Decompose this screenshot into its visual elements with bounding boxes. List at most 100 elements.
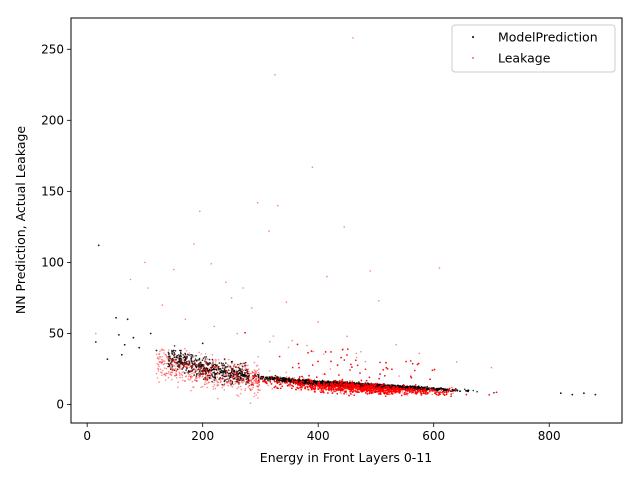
model-prediction-point [383, 383, 386, 385]
model-prediction-point [222, 373, 225, 375]
leakage-point [355, 356, 358, 359]
leakage-point [345, 393, 348, 395]
model-prediction-point [199, 365, 201, 368]
model-prediction-point [264, 376, 267, 379]
leakage-point [267, 384, 269, 387]
model-prediction-point [222, 367, 224, 369]
model-prediction-point [190, 356, 192, 358]
model-prediction-point [493, 392, 495, 394]
plot-points [94, 37, 597, 405]
leakage-point [318, 390, 321, 392]
model-prediction-point [247, 378, 250, 381]
model-prediction-point [173, 351, 175, 354]
model-prediction-point [269, 378, 272, 381]
model-prediction-point [201, 364, 204, 366]
leakage-point [256, 369, 259, 372]
model-prediction-point [213, 371, 216, 374]
model-prediction-point [180, 349, 182, 352]
model-prediction-point [364, 382, 367, 384]
model-prediction-point [221, 383, 224, 386]
model-prediction-point [215, 368, 218, 371]
model-prediction-point [476, 390, 478, 393]
model-prediction-point [241, 368, 243, 371]
model-prediction-point [224, 375, 226, 378]
leakage-point [285, 376, 288, 378]
model-prediction-point [463, 388, 466, 391]
model-prediction-point [214, 376, 216, 378]
model-prediction-point [192, 356, 194, 358]
model-prediction-point [466, 390, 468, 393]
leakage-point [351, 380, 354, 382]
leakage-point [268, 370, 271, 372]
model-prediction-point [168, 353, 170, 356]
model-prediction-point [425, 389, 428, 392]
model-prediction-point [182, 354, 184, 356]
model-prediction-point [370, 382, 373, 385]
model-prediction-point [218, 362, 221, 364]
model-prediction-point [442, 388, 445, 391]
model-prediction-point [199, 372, 202, 374]
model-prediction-point [179, 351, 182, 354]
model-prediction-point [173, 356, 175, 359]
model-prediction-point [315, 381, 318, 384]
model-prediction-point [454, 390, 456, 392]
model-prediction-point [333, 380, 335, 382]
model-prediction-point [268, 376, 270, 378]
model-prediction-point [459, 390, 462, 392]
leakage-point [302, 377, 305, 380]
model-prediction-point [194, 364, 197, 367]
leakage-point [281, 382, 284, 384]
model-prediction-point [449, 390, 452, 392]
model-prediction-point [223, 364, 226, 367]
leakage-point [349, 379, 351, 382]
leakage-point [398, 375, 400, 377]
model-prediction-point [204, 356, 206, 358]
leakage-point [272, 335, 275, 337]
model-prediction-point [187, 371, 189, 374]
leakage-point [322, 373, 324, 375]
leakage-point [312, 350, 315, 353]
model-prediction-point [190, 367, 193, 369]
model-prediction-point [233, 365, 235, 367]
model-prediction-point [186, 355, 188, 358]
model-prediction-point [430, 387, 433, 389]
model-prediction-point [244, 376, 246, 378]
model-prediction-point [437, 389, 440, 391]
model-prediction-point [252, 375, 254, 377]
model-prediction-point [177, 363, 179, 365]
leakage-point [285, 371, 288, 374]
leakage-point [339, 391, 342, 394]
model-prediction-point [186, 353, 189, 356]
model-prediction-point [171, 351, 173, 353]
leakage-point [431, 393, 434, 396]
model-prediction-point [358, 381, 360, 383]
model-prediction-point [346, 381, 349, 383]
leakage-point [322, 353, 325, 355]
leakage-point [360, 350, 362, 353]
leakage-point [402, 393, 405, 395]
model-prediction-point [252, 377, 254, 380]
model-prediction-point [204, 358, 207, 360]
leakage-point [293, 377, 296, 379]
leakage-point [406, 394, 409, 396]
model-prediction-point [205, 356, 208, 358]
model-prediction-point [243, 362, 245, 365]
leakage-point [271, 388, 274, 390]
model-prediction-point [194, 358, 197, 360]
leakage-point [289, 385, 291, 388]
model-prediction-point [183, 356, 186, 359]
model-prediction-point [188, 354, 190, 356]
leakage-point [281, 378, 283, 381]
leakage-point [364, 360, 367, 363]
model-prediction-point [201, 359, 204, 362]
leakage-point [306, 384, 308, 386]
leakage-point [361, 384, 363, 387]
model-prediction-point [257, 376, 260, 379]
model-prediction-point [278, 381, 281, 383]
model-prediction-point [176, 355, 178, 358]
model-prediction-point [409, 385, 412, 388]
model-prediction-point [282, 380, 284, 382]
model-prediction-point [220, 369, 223, 372]
model-prediction-point [390, 384, 393, 386]
leakage-point [307, 382, 310, 385]
